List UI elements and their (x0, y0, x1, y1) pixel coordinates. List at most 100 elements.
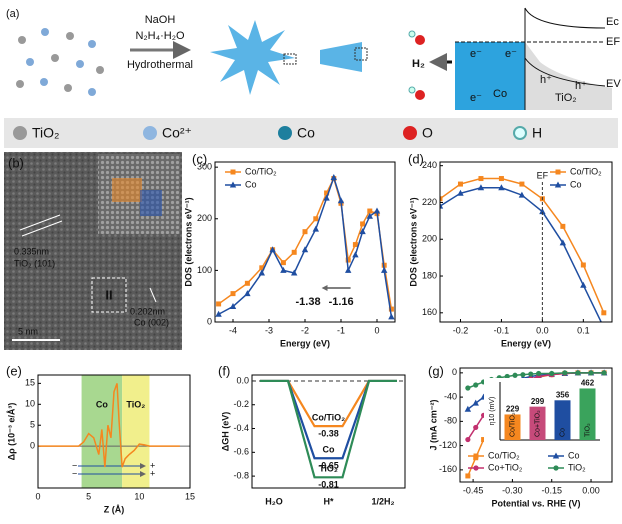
reagent: NaOH (145, 14, 176, 26)
bar (554, 400, 571, 440)
point (465, 385, 471, 391)
x-axis-title: Energy (eV) (280, 338, 330, 348)
series-line (440, 177, 605, 314)
dipole-sign: − (72, 468, 77, 478)
point (388, 313, 395, 320)
product: H₂ (412, 58, 425, 70)
point (330, 173, 337, 180)
plot-frame (251, 374, 406, 489)
region-label: TiO₂ (126, 399, 145, 409)
y-tick-label: 0.0 (236, 375, 249, 385)
annotation: EF (537, 170, 549, 180)
support: TiO₂ (555, 92, 577, 104)
y-tick-label: 200 (422, 234, 437, 244)
point (302, 229, 308, 235)
x-tick-label: 10 (134, 491, 144, 501)
dipole-sign: + (150, 468, 155, 478)
y-tick-label: 5 (30, 420, 35, 430)
point (601, 310, 607, 316)
species-label: Co (297, 125, 315, 141)
plane: TiO₂ (101) (14, 258, 55, 268)
bar (529, 406, 546, 440)
panel-label: (b) (8, 155, 24, 170)
x-tick-label: 0.00 (582, 485, 600, 495)
point (465, 473, 471, 479)
y-tick-label: -160 (439, 464, 457, 474)
point (323, 194, 330, 201)
point (457, 181, 463, 187)
series-line (218, 176, 393, 310)
series-group (38, 383, 180, 468)
point (244, 280, 250, 286)
species-label: H (532, 125, 542, 141)
star-particle (210, 20, 295, 95)
y-tick-label: 200 (197, 213, 212, 223)
point (216, 301, 222, 307)
region (122, 375, 150, 488)
point (244, 290, 251, 297)
d-spacing: 0.202nm (130, 306, 165, 316)
point (473, 465, 479, 471)
point (440, 202, 444, 209)
x-tick-label: 5 (86, 491, 91, 501)
point (337, 197, 345, 204)
point (464, 405, 472, 412)
particles (16, 28, 104, 96)
rod (320, 42, 362, 72)
value-label: 462 (581, 379, 595, 388)
species-label: O (422, 125, 433, 141)
level: EF (606, 36, 620, 48)
x-tick-label: H* (323, 496, 333, 506)
panel-label: (d) (408, 151, 424, 166)
point (229, 181, 237, 188)
y-axis-title: η10 (mV) (489, 397, 496, 426)
reagent: N₂H₄·H₂O (135, 30, 185, 42)
point (388, 306, 394, 312)
point (472, 399, 479, 406)
point (539, 208, 546, 215)
bar (504, 414, 521, 440)
category-label: Co (559, 428, 566, 437)
y-axis-title: DOS (electrons eV⁻¹) (408, 197, 418, 286)
level: EV (606, 78, 621, 90)
zoom-box (354, 47, 368, 61)
point (554, 181, 562, 188)
x-tick-label: -4 (229, 325, 237, 335)
series-line (38, 383, 180, 468)
point (269, 246, 276, 253)
energy-path (260, 379, 397, 479)
y-tick-label: 10 (25, 399, 35, 409)
support-band (525, 42, 612, 110)
point (352, 251, 359, 258)
point (313, 216, 319, 222)
point (473, 453, 479, 459)
x-tick-label: -2 (301, 325, 309, 335)
point (481, 437, 487, 443)
point (230, 291, 236, 297)
x-tick-label: -1 (337, 325, 345, 335)
metal-band (455, 42, 525, 110)
point (366, 212, 373, 219)
value-label: 356 (556, 390, 570, 399)
hole: h⁺ (540, 74, 552, 86)
point (473, 424, 479, 431)
point (601, 370, 607, 376)
point (520, 372, 526, 378)
point (518, 191, 526, 198)
point (280, 260, 286, 266)
x-tick-label: -0.1 (494, 325, 510, 335)
point (345, 257, 351, 263)
x-tick-label: -0.30 (502, 485, 523, 495)
y-axis-title: J (mA cm⁻²) (428, 400, 438, 451)
zoom-box (283, 53, 297, 65)
series-group (215, 173, 395, 320)
y-tick-label: -0.6 (233, 447, 249, 457)
scale-bar: 5 nm (18, 326, 38, 336)
y-tick-label: 0 (452, 367, 457, 377)
value-label: 299 (531, 397, 545, 406)
species: TiO₂ Co²⁺ Co O H (13, 125, 542, 141)
point (291, 249, 297, 255)
micrograph: (b) 0.335nm TiO₂ (101) II 0.202nm Co (00… (4, 152, 182, 350)
annotation: -1.16 (329, 296, 354, 308)
